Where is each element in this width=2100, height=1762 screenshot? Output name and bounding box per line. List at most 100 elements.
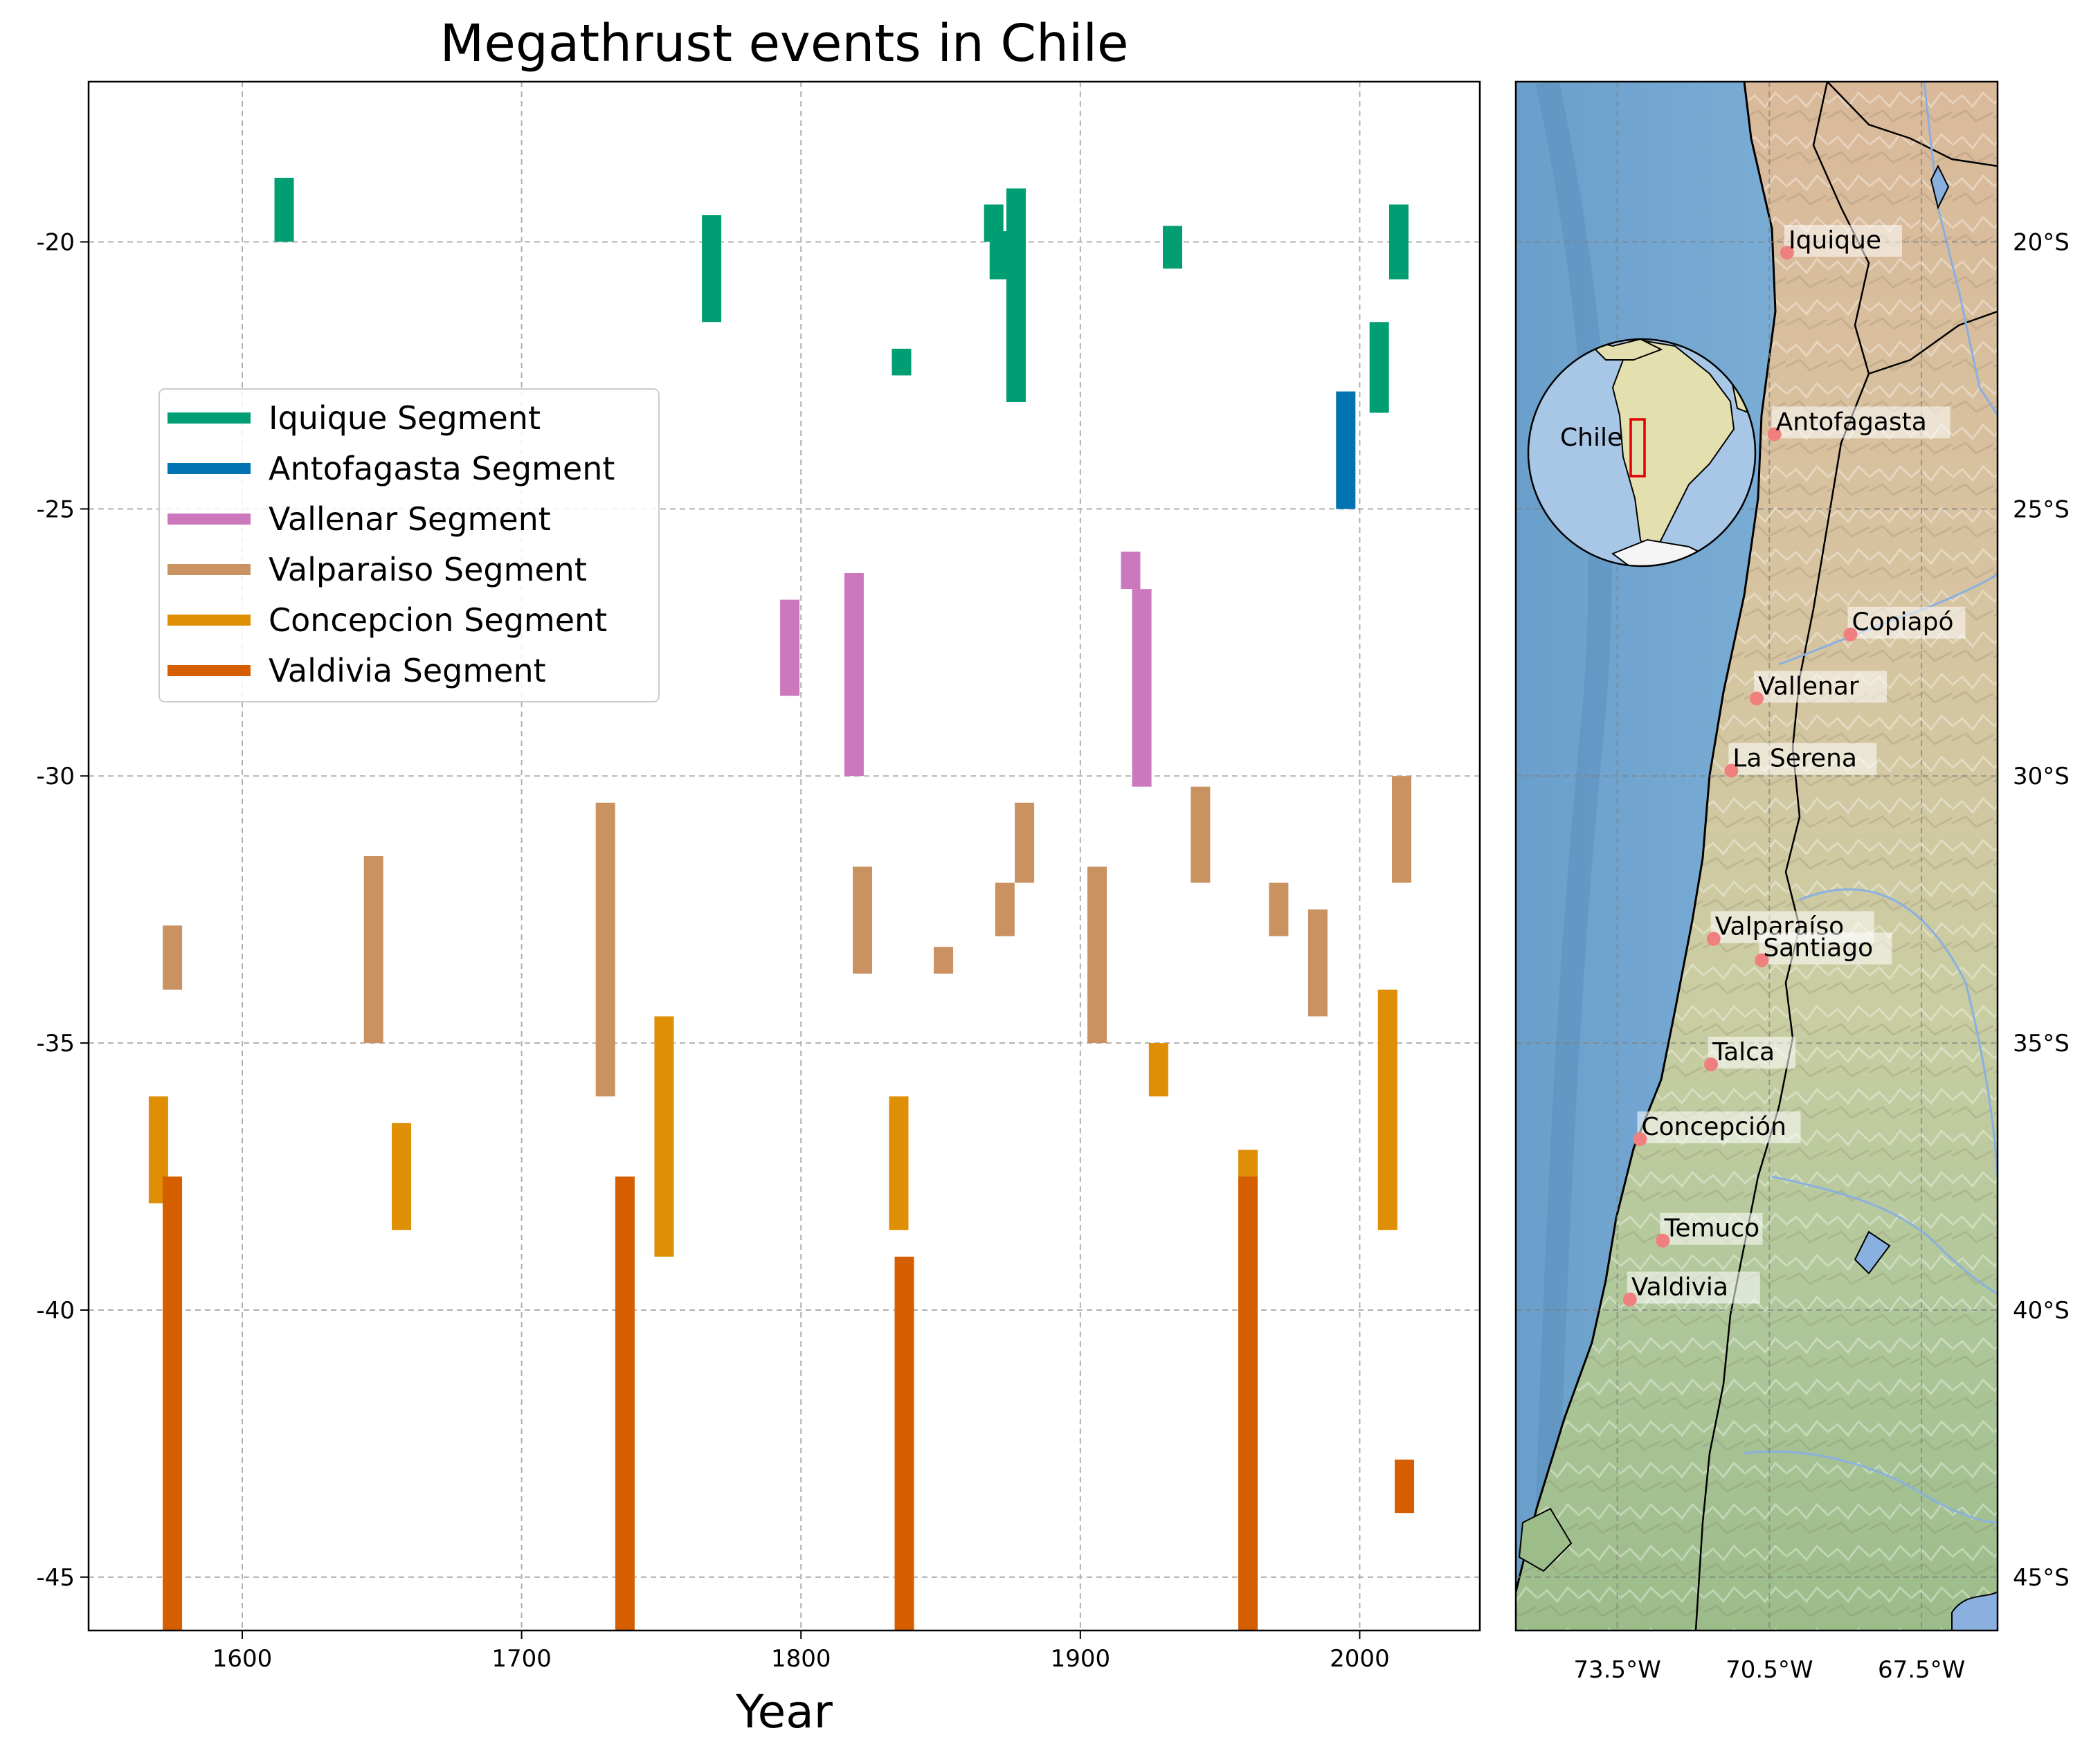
city-marker: [1656, 1233, 1670, 1248]
plot-frame: [87, 80, 1481, 1632]
event-bar: [989, 231, 1009, 280]
city-vallenar: Vallenar: [1750, 671, 1887, 706]
series-vallenar-segment: [780, 552, 1152, 787]
legend-label: Antofagasta Segment: [269, 450, 615, 487]
event-bar: [1269, 882, 1289, 936]
city-marker: [1706, 932, 1721, 946]
event-bar: [1395, 1460, 1415, 1514]
globe-south-america: [1611, 339, 1735, 563]
event-bar: [1377, 989, 1397, 1230]
lake-titicaca: [1930, 164, 1950, 210]
city-marker: [1750, 691, 1764, 706]
event-bar: [595, 802, 615, 1097]
city-marker: [1704, 1057, 1719, 1071]
event-bar: [1121, 552, 1141, 590]
x-tick-label: 1600: [212, 1645, 273, 1673]
coastline: [1516, 82, 1777, 1592]
gulf-san-jorge: [1951, 1590, 1998, 1631]
globe-label: Chile: [1560, 424, 1622, 452]
city-label-background: [1771, 406, 1950, 439]
y-tick-label: -30: [36, 763, 75, 790]
city-label: Iquique: [1789, 226, 1881, 255]
map-panel: Iquique Antofagasta Copiapó Vallenar La Sere…: [1514, 80, 2070, 1684]
map-lat-label: 40°S: [2013, 1297, 2070, 1325]
y-tick-label: -45: [36, 1564, 75, 1592]
city-label-background: [1784, 224, 1902, 257]
event-bar: [1238, 1150, 1258, 1177]
series-valdivia-segment: [163, 1177, 1415, 1631]
city-markers: Iquique Antofagasta Copiapó Vallenar La Sere…: [1622, 224, 1966, 1307]
event-bar: [702, 215, 722, 323]
city-marker: [1724, 763, 1739, 778]
x-tick-label: 1800: [771, 1645, 831, 1673]
city-copiapó: Copiapó: [1843, 606, 1966, 642]
gridlines: [89, 82, 1480, 1631]
city-santiago: Santiago: [1755, 932, 1892, 968]
event-bar: [1391, 776, 1411, 883]
plot-background: [89, 82, 1480, 1631]
series-antofagasta-segment: [1336, 391, 1356, 509]
event-bar: [363, 856, 383, 1044]
series-iquique-segment: [274, 177, 1409, 413]
event-bar: [844, 572, 864, 776]
map-lat-label: 25°S: [2013, 496, 2070, 523]
map-latitude-axis: 20°S 25°S 30°S 35°S 40°S 45°S: [2013, 229, 2070, 1592]
border-argentina: [1694, 82, 1870, 1631]
legend-label: Valparaiso Segment: [269, 551, 587, 588]
city-marker: [1843, 627, 1858, 642]
river-5: [1744, 1451, 1998, 1524]
event-bar: [163, 1177, 183, 1631]
border-bolivia-argentina: [1868, 310, 1998, 375]
event-bars: [148, 177, 1415, 1631]
city-label-background: [1660, 1212, 1763, 1245]
river-4: [1771, 1175, 1998, 1296]
event-bar: [780, 599, 800, 696]
map-longitude-axis: 73.5°W 70.5°W 67.5°W: [1573, 1656, 1965, 1684]
legend-label: Concepcion Segment: [269, 601, 607, 639]
x-axis: 1600 1700 1800 1900 2000: [212, 1631, 1390, 1673]
event-bar: [894, 1256, 914, 1631]
city-label: Valdivia: [1631, 1273, 1728, 1302]
city-label: Santiago: [1763, 934, 1873, 962]
legend-box: [159, 388, 660, 702]
city-marker: [1767, 427, 1782, 442]
city-label-background: [1637, 1111, 1801, 1144]
city-valdivia: Valdivia: [1622, 1271, 1760, 1307]
event-bar: [1307, 909, 1328, 1017]
globe-outline: [1527, 338, 1757, 567]
city-label: Copiapó: [1852, 608, 1954, 637]
event-bar: [1015, 802, 1035, 883]
x-axis-label: Year: [735, 1685, 833, 1738]
y-tick-label: -25: [36, 496, 75, 523]
city-label-background: [1708, 1036, 1796, 1069]
city-label: Vallenar: [1758, 672, 1859, 700]
event-bar: [889, 1096, 909, 1230]
city-marker: [1755, 953, 1769, 968]
y-tick-label: -40: [36, 1297, 75, 1325]
map-lon-label: 70.5°W: [1726, 1656, 1813, 1684]
event-bar: [853, 866, 873, 974]
series-valparaiso-segment: [163, 776, 1411, 1097]
city-marker: [1780, 245, 1794, 260]
city-marker: [1633, 1132, 1647, 1147]
city-label: Antofagasta: [1776, 408, 1927, 436]
event-bar: [392, 1123, 412, 1230]
map-lon-label: 73.5°W: [1573, 1656, 1660, 1684]
map-gridlines: [1516, 82, 1998, 1631]
map-lat-label: 35°S: [2013, 1030, 2070, 1057]
map-lon-label: 67.5°W: [1878, 1656, 1965, 1684]
river-1: [1923, 82, 1998, 416]
event-bar: [1087, 866, 1107, 1044]
y-axis: -20 -25 -30 -35 -40 -45: [36, 229, 89, 1592]
x-tick-label: 1700: [491, 1645, 552, 1673]
river-3: [1799, 888, 1998, 1177]
border-bolivia: [1827, 82, 1998, 167]
city-marker: [1622, 1292, 1637, 1307]
map-frame: [1514, 80, 1999, 1632]
legend-label: Valdivia Segment: [269, 652, 546, 689]
event-bar: [934, 947, 954, 974]
city-label-background: [1847, 606, 1966, 639]
legend-label: Iquique Segment: [269, 399, 541, 437]
city-concepción: Concepción: [1633, 1111, 1801, 1147]
event-bar: [274, 177, 294, 242]
